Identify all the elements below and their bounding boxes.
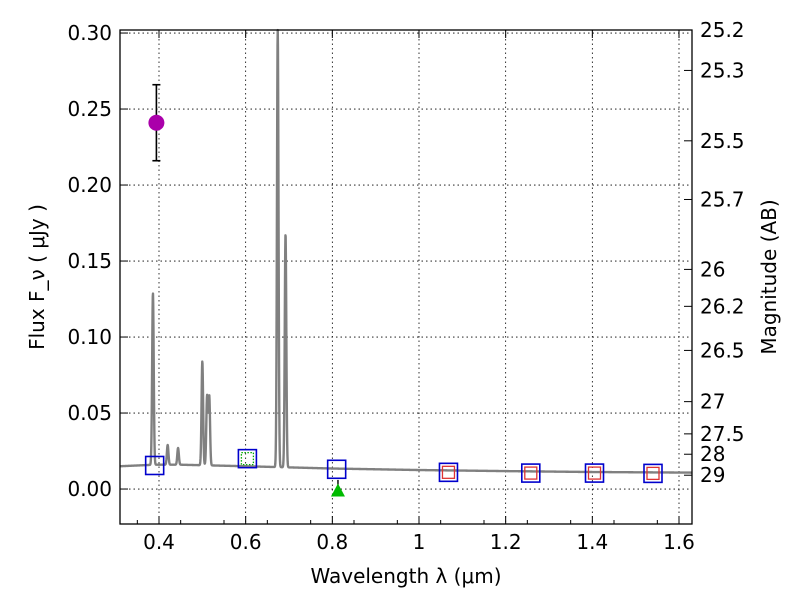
y-axis-title: Flux F_ν ( μJy ) — [25, 204, 49, 350]
non-detection-triangle — [330, 483, 345, 497]
model-photometry-square — [438, 462, 459, 483]
model-photometry-square — [584, 463, 605, 483]
x-axis-title: Wavelength λ (μm) — [310, 564, 501, 588]
plot-frame — [119, 29, 693, 525]
spectrum-layer — [119, 28, 693, 474]
tick-layer: 0.4 0.6 0.8 1 1.2 1.4 1.6 0.00 0.05 0.10 0.15 0.20 0… — [67, 18, 744, 554]
x-tick-label: 0.8 — [316, 530, 348, 554]
observed-limit-square — [524, 466, 538, 480]
mag-tick-label: 25.7 — [700, 187, 745, 211]
y-tick-label: 0.15 — [67, 249, 112, 273]
x-tick-label: 0.6 — [230, 530, 262, 554]
x-tick-label: 0.4 — [143, 530, 175, 554]
observed-detection-point — [148, 114, 165, 131]
mag-tick-label: 29 — [700, 463, 725, 487]
spectrum-line — [119, 28, 693, 474]
mag-tick-label: 27.5 — [700, 422, 745, 446]
y-tick-label: 0.05 — [67, 401, 112, 425]
model-photometry-square — [643, 463, 663, 484]
x-tick-label: 1.4 — [576, 530, 608, 554]
mag-tick-label: 28 — [700, 442, 725, 466]
mag-tick-label: 25.2 — [700, 18, 745, 42]
y-tick-label: 0.20 — [67, 173, 112, 197]
y-tick-label: 0.25 — [67, 97, 112, 121]
model-photometry-square — [326, 459, 347, 480]
mag-tick-label: 25.5 — [700, 129, 745, 153]
x-tick-label: 1.2 — [490, 530, 522, 554]
model-photometry-square — [237, 448, 258, 469]
y-right-axis-title: Magnitude (AB) — [757, 199, 781, 354]
mag-tick-label: 25.3 — [700, 58, 745, 82]
mag-tick-label: 26.5 — [700, 338, 745, 362]
mag-tick-label: 26.2 — [700, 294, 745, 318]
dotted-square-marker — [240, 451, 255, 466]
y-tick-label: 0.10 — [67, 325, 112, 349]
marker-layer — [144, 83, 663, 497]
observed-limit-square — [587, 466, 602, 480]
model-photometry-square — [520, 463, 541, 483]
observed-limit-square — [646, 466, 660, 481]
x-tick-label: 1 — [413, 530, 426, 554]
model-photometry-square — [144, 455, 165, 476]
y-tick-label: 0.30 — [67, 21, 112, 45]
x-tick-label: 1.6 — [663, 530, 695, 554]
observed-limit-square — [441, 465, 456, 479]
grid-layer — [120, 30, 692, 524]
y-tick-label: 0.00 — [67, 477, 112, 501]
mag-tick-label: 26 — [700, 257, 725, 281]
mag-tick-label: 27 — [700, 390, 725, 414]
